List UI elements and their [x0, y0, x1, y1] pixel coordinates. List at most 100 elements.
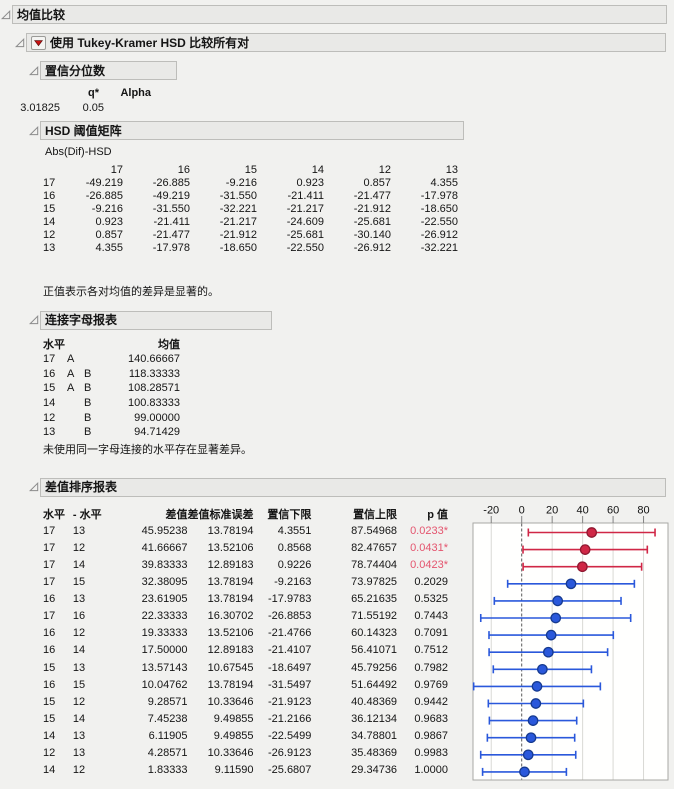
level-a: 17: [43, 576, 56, 589]
mean-value: 94.71429: [134, 426, 180, 439]
lower-cl-value: -21.4107: [267, 644, 312, 657]
difference-value: 4.28571: [147, 747, 188, 760]
p-value: 0.0423*: [410, 559, 448, 572]
difference-value: 10.04762: [141, 678, 188, 691]
ordered-differences-table: 水平 - 水平 差值 差值标准误差 置信下限 置信上限 p 值 17 13 45.95238 13…: [43, 505, 448, 779]
disclosure-triangle-icon[interactable]: [29, 482, 39, 492]
p-value: 0.9867: [414, 729, 448, 742]
column-header: 水平: [43, 508, 65, 521]
matrix-row-label: 17: [43, 176, 56, 189]
p-value: 1.0000: [414, 764, 448, 777]
section-tukey-header[interactable]: 使用 Tukey-Kramer HSD 比较所有对: [15, 33, 674, 52]
matrix-value: -49.219: [85, 176, 123, 189]
p-value: 0.7982: [414, 661, 448, 674]
difference-point: [577, 561, 588, 572]
lower-cl-value: 0.9226: [277, 559, 312, 572]
disclosure-triangle-icon[interactable]: [29, 315, 39, 325]
section-title-bar[interactable]: 均值比较: [12, 5, 667, 24]
lower-cl-value: -25.6807: [267, 764, 312, 777]
difference-value: 17.50000: [141, 644, 188, 657]
section-title-bar[interactable]: 差值排序报表: [40, 477, 666, 497]
table-row: 13 4.355 -17.978 -18.650 -22.550 -26.912 -32.2…: [43, 242, 458, 255]
section-ordered-differences-header[interactable]: 差值排序报表: [29, 477, 674, 497]
table-row: 15 13 13.57143 10.67545 -18.6497 45.79256 0.79…: [43, 659, 448, 676]
matrix-value: -9.216: [91, 202, 123, 215]
red-triangle-menu-icon[interactable]: [31, 35, 46, 50]
level-b: 12: [72, 627, 86, 640]
difference-value: 45.95238: [141, 524, 188, 537]
p-value: 0.9769: [414, 678, 448, 691]
table-row: 15 12 9.28571 10.33646 -21.9123 40.48369 0.944…: [43, 693, 448, 710]
lower-cl-value: -26.8853: [267, 610, 312, 623]
p-value: 0.7443: [414, 610, 448, 623]
upper-cl-value: 51.64492: [351, 678, 398, 691]
difference-value: 9.28571: [147, 695, 188, 708]
std-error-value: 10.33646: [207, 695, 254, 708]
difference-point: [550, 612, 562, 624]
lower-cl-value: -22.5499: [267, 729, 312, 742]
mean-column-header: 均值: [158, 338, 180, 351]
matrix-value: -21.217: [286, 202, 324, 215]
matrix-value: -26.912: [353, 242, 391, 255]
level-b: 14: [72, 559, 86, 572]
matrix-header-row: 17 16 15 14 12 13: [43, 163, 458, 176]
section-title-bar[interactable]: 置信分位数: [40, 61, 177, 80]
lower-cl-value: 0.8568: [277, 541, 312, 554]
matrix-row-label: 13: [43, 242, 56, 255]
table-row: 17 A 140.66667: [43, 352, 180, 367]
upper-cl-value: 34.78801: [351, 729, 398, 742]
level-a: 15: [43, 661, 56, 674]
level-column-header: 水平: [43, 338, 65, 351]
matrix-column-header: 15: [244, 163, 257, 176]
matrix-value: -21.477: [353, 189, 391, 202]
section-means-comparison-header[interactable]: 均值比较: [1, 5, 674, 24]
level-a: 16: [43, 593, 56, 606]
mean-value: 118.33333: [128, 367, 180, 380]
matrix-value: -49.219: [152, 189, 190, 202]
level-a: 12: [43, 747, 56, 760]
table-row: 17 16 22.33333 16.30702 -26.8853 71.55192 0.74…: [43, 608, 448, 625]
section-title-bar[interactable]: HSD 阈值矩阵: [40, 121, 464, 140]
difference-point: [522, 749, 534, 760]
ordered-differences-headers: 水平 - 水平 差值 差值标准误差 置信下限 置信上限 p 值: [43, 505, 448, 523]
level-value: 12: [43, 411, 56, 424]
table-row: 15 A B 108.28571: [43, 381, 180, 396]
section-title-bar[interactable]: 连接字母报表: [40, 310, 272, 330]
lower-cl-value: -18.6497: [267, 661, 312, 674]
corner-cell: [43, 163, 63, 176]
mean-value: 99.00000: [134, 411, 180, 424]
section-hsd-matrix-header[interactable]: HSD 阈值矩阵: [29, 121, 674, 140]
disclosure-triangle-icon[interactable]: [29, 125, 39, 136]
section-connecting-letters-header[interactable]: 连接字母报表: [29, 310, 674, 330]
matrix-value: 4.355: [430, 176, 458, 189]
disclosure-triangle-icon[interactable]: [29, 65, 39, 76]
matrix-value: -32.221: [219, 202, 257, 215]
p-value: 0.2029: [414, 576, 448, 589]
std-error-value: 13.52106: [207, 541, 254, 554]
matrix-value: -24.609: [286, 215, 324, 228]
difference-point: [537, 663, 548, 675]
std-error-value: 13.52106: [207, 627, 254, 640]
matrix-column-header: 17: [110, 163, 123, 176]
matrix-value: -22.550: [420, 215, 458, 228]
q-star-column-header: q*: [88, 87, 99, 99]
level-a: 15: [43, 695, 56, 708]
level-b: 13: [72, 661, 86, 674]
p-value: 0.9683: [414, 712, 448, 725]
letter-b: B: [84, 367, 92, 380]
difference-value: 6.11905: [148, 729, 188, 742]
alpha-value: 0.05: [82, 102, 104, 114]
disclosure-triangle-icon[interactable]: [1, 9, 11, 20]
section-title: HSD 阈值矩阵: [45, 123, 122, 138]
section-title-bar[interactable]: 使用 Tukey-Kramer HSD 比较所有对: [26, 33, 666, 52]
std-error-value: 13.78194: [207, 678, 254, 691]
section-conf-quantile-header[interactable]: 置信分位数: [29, 61, 674, 80]
upper-cl-value: 73.97825: [351, 576, 398, 589]
matrix-value: -21.912: [219, 229, 257, 242]
level-b: 13: [72, 729, 86, 742]
letter-a: [67, 410, 84, 425]
disclosure-triangle-icon[interactable]: [15, 37, 25, 48]
letter-a: A: [67, 367, 75, 380]
matrix-value: 0.857: [95, 229, 123, 242]
matrix-value: 0.923: [296, 176, 324, 189]
